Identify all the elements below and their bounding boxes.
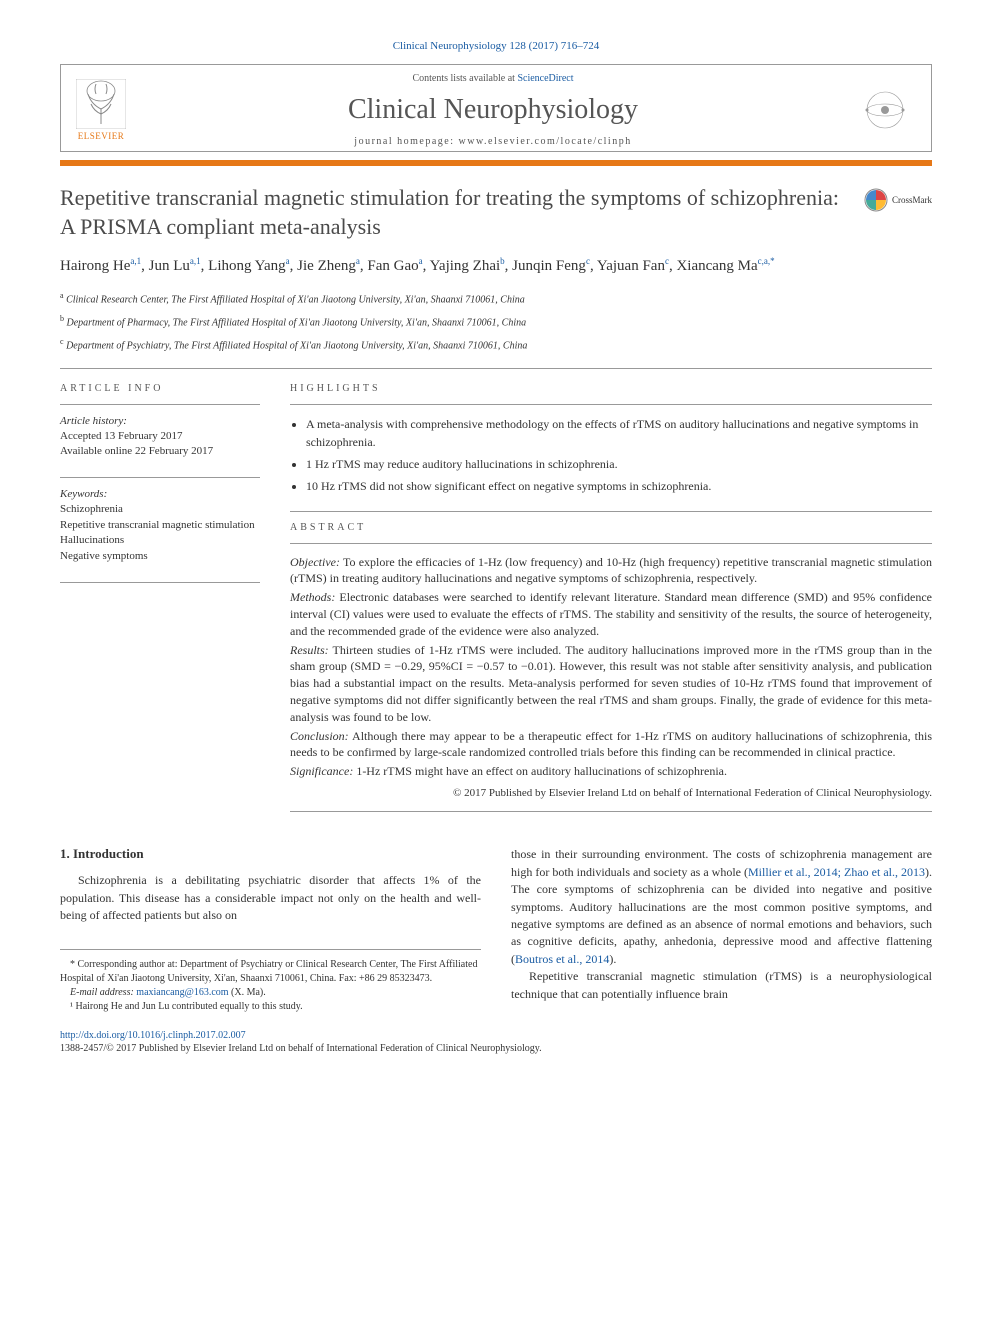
journal-cover-thumb — [855, 75, 915, 145]
keyword: Hallucinations — [60, 533, 260, 548]
affiliation: a Clinical Research Center, The First Af… — [60, 290, 932, 307]
keyword: Negative symptoms — [60, 549, 260, 564]
keywords-label: Keywords: — [60, 488, 260, 500]
intro-paragraph-left: Schizophrenia is a debilitating psychiat… — [60, 872, 481, 924]
journal-citation: Clinical Neurophysiology 128 (2017) 716–… — [60, 40, 932, 52]
history-label: Article history: — [60, 415, 260, 427]
highlight-item: A meta-analysis with comprehensive metho… — [306, 415, 932, 451]
abstract-heading: ABSTRACT — [290, 522, 932, 533]
citation-link[interactable]: Boutros et al., 2014 — [515, 952, 609, 966]
authors-list: Hairong Hea,1, Jun Lua,1, Lihong Yanga, … — [60, 255, 932, 278]
elsevier-label: ELSEVIER — [78, 131, 125, 141]
intro-paragraph-right-1: those in their surrounding environment. … — [511, 846, 932, 968]
online-date: Available online 22 February 2017 — [60, 444, 260, 459]
issn-copyright: 1388-2457/© 2017 Published by Elsevier I… — [60, 1043, 932, 1054]
elsevier-tree-icon — [76, 79, 126, 129]
intro-paragraph-right-2: Repetitive transcranial magnetic stimula… — [511, 968, 932, 1003]
info-divider — [60, 477, 260, 478]
elsevier-logo: ELSEVIER — [71, 75, 131, 145]
info-divider — [60, 404, 260, 405]
highlight-item: 10 Hz rTMS did not show significant effe… — [306, 477, 932, 495]
doi-link[interactable]: http://dx.doi.org/10.1016/j.clinph.2017.… — [60, 1030, 932, 1041]
email-link[interactable]: maxiancang@163.com — [136, 987, 228, 998]
journal-homepage: journal homepage: www.elsevier.com/locat… — [131, 136, 855, 147]
journal-header: ELSEVIER Contents lists available at Sci… — [60, 64, 932, 152]
crossmark-icon — [864, 188, 888, 212]
section-divider — [60, 368, 932, 369]
info-divider — [290, 543, 932, 544]
journal-name: Clinical Neurophysiology — [131, 94, 855, 126]
info-divider — [290, 811, 932, 812]
highlight-item: 1 Hz rTMS may reduce auditory hallucinat… — [306, 455, 932, 473]
abstract-copyright: © 2017 Published by Elsevier Ireland Ltd… — [290, 786, 932, 801]
highlights-heading: HIGHLIGHTS — [290, 383, 932, 394]
affiliation: b Department of Pharmacy, The First Affi… — [60, 313, 932, 330]
abstract-text: Objective: To explore the efficacies of … — [290, 554, 932, 780]
highlights-list: A meta-analysis with comprehensive metho… — [290, 415, 932, 495]
info-divider — [60, 582, 260, 583]
corresponding-author: * Corresponding author at: Department of… — [60, 958, 481, 986]
info-divider — [290, 404, 932, 405]
crossmark-label: CrossMark — [892, 195, 932, 205]
keyword: Schizophrenia — [60, 502, 260, 517]
affiliation: c Department of Psychiatry, The First Af… — [60, 336, 932, 353]
sciencedirect-link[interactable]: ScienceDirect — [517, 73, 573, 84]
introduction-heading: 1. Introduction — [60, 846, 481, 862]
info-divider — [290, 511, 932, 512]
accent-bar — [60, 160, 932, 166]
article-title: Repetitive transcranial magnetic stimula… — [60, 184, 844, 241]
email-footnote: E-mail address: maxiancang@163.com (X. M… — [60, 986, 481, 1000]
accepted-date: Accepted 13 February 2017 — [60, 429, 260, 444]
contents-available: Contents lists available at ScienceDirec… — [131, 73, 855, 84]
keyword: Repetitive transcranial magnetic stimula… — [60, 518, 260, 533]
citation-link[interactable]: Millier et al., 2014; Zhao et al., 2013 — [748, 865, 925, 879]
crossmark-badge[interactable]: CrossMark — [864, 188, 932, 212]
article-info-heading: ARTICLE INFO — [60, 383, 260, 394]
equal-contribution: ¹ Hairong He and Jun Lu contributed equa… — [60, 1000, 481, 1014]
